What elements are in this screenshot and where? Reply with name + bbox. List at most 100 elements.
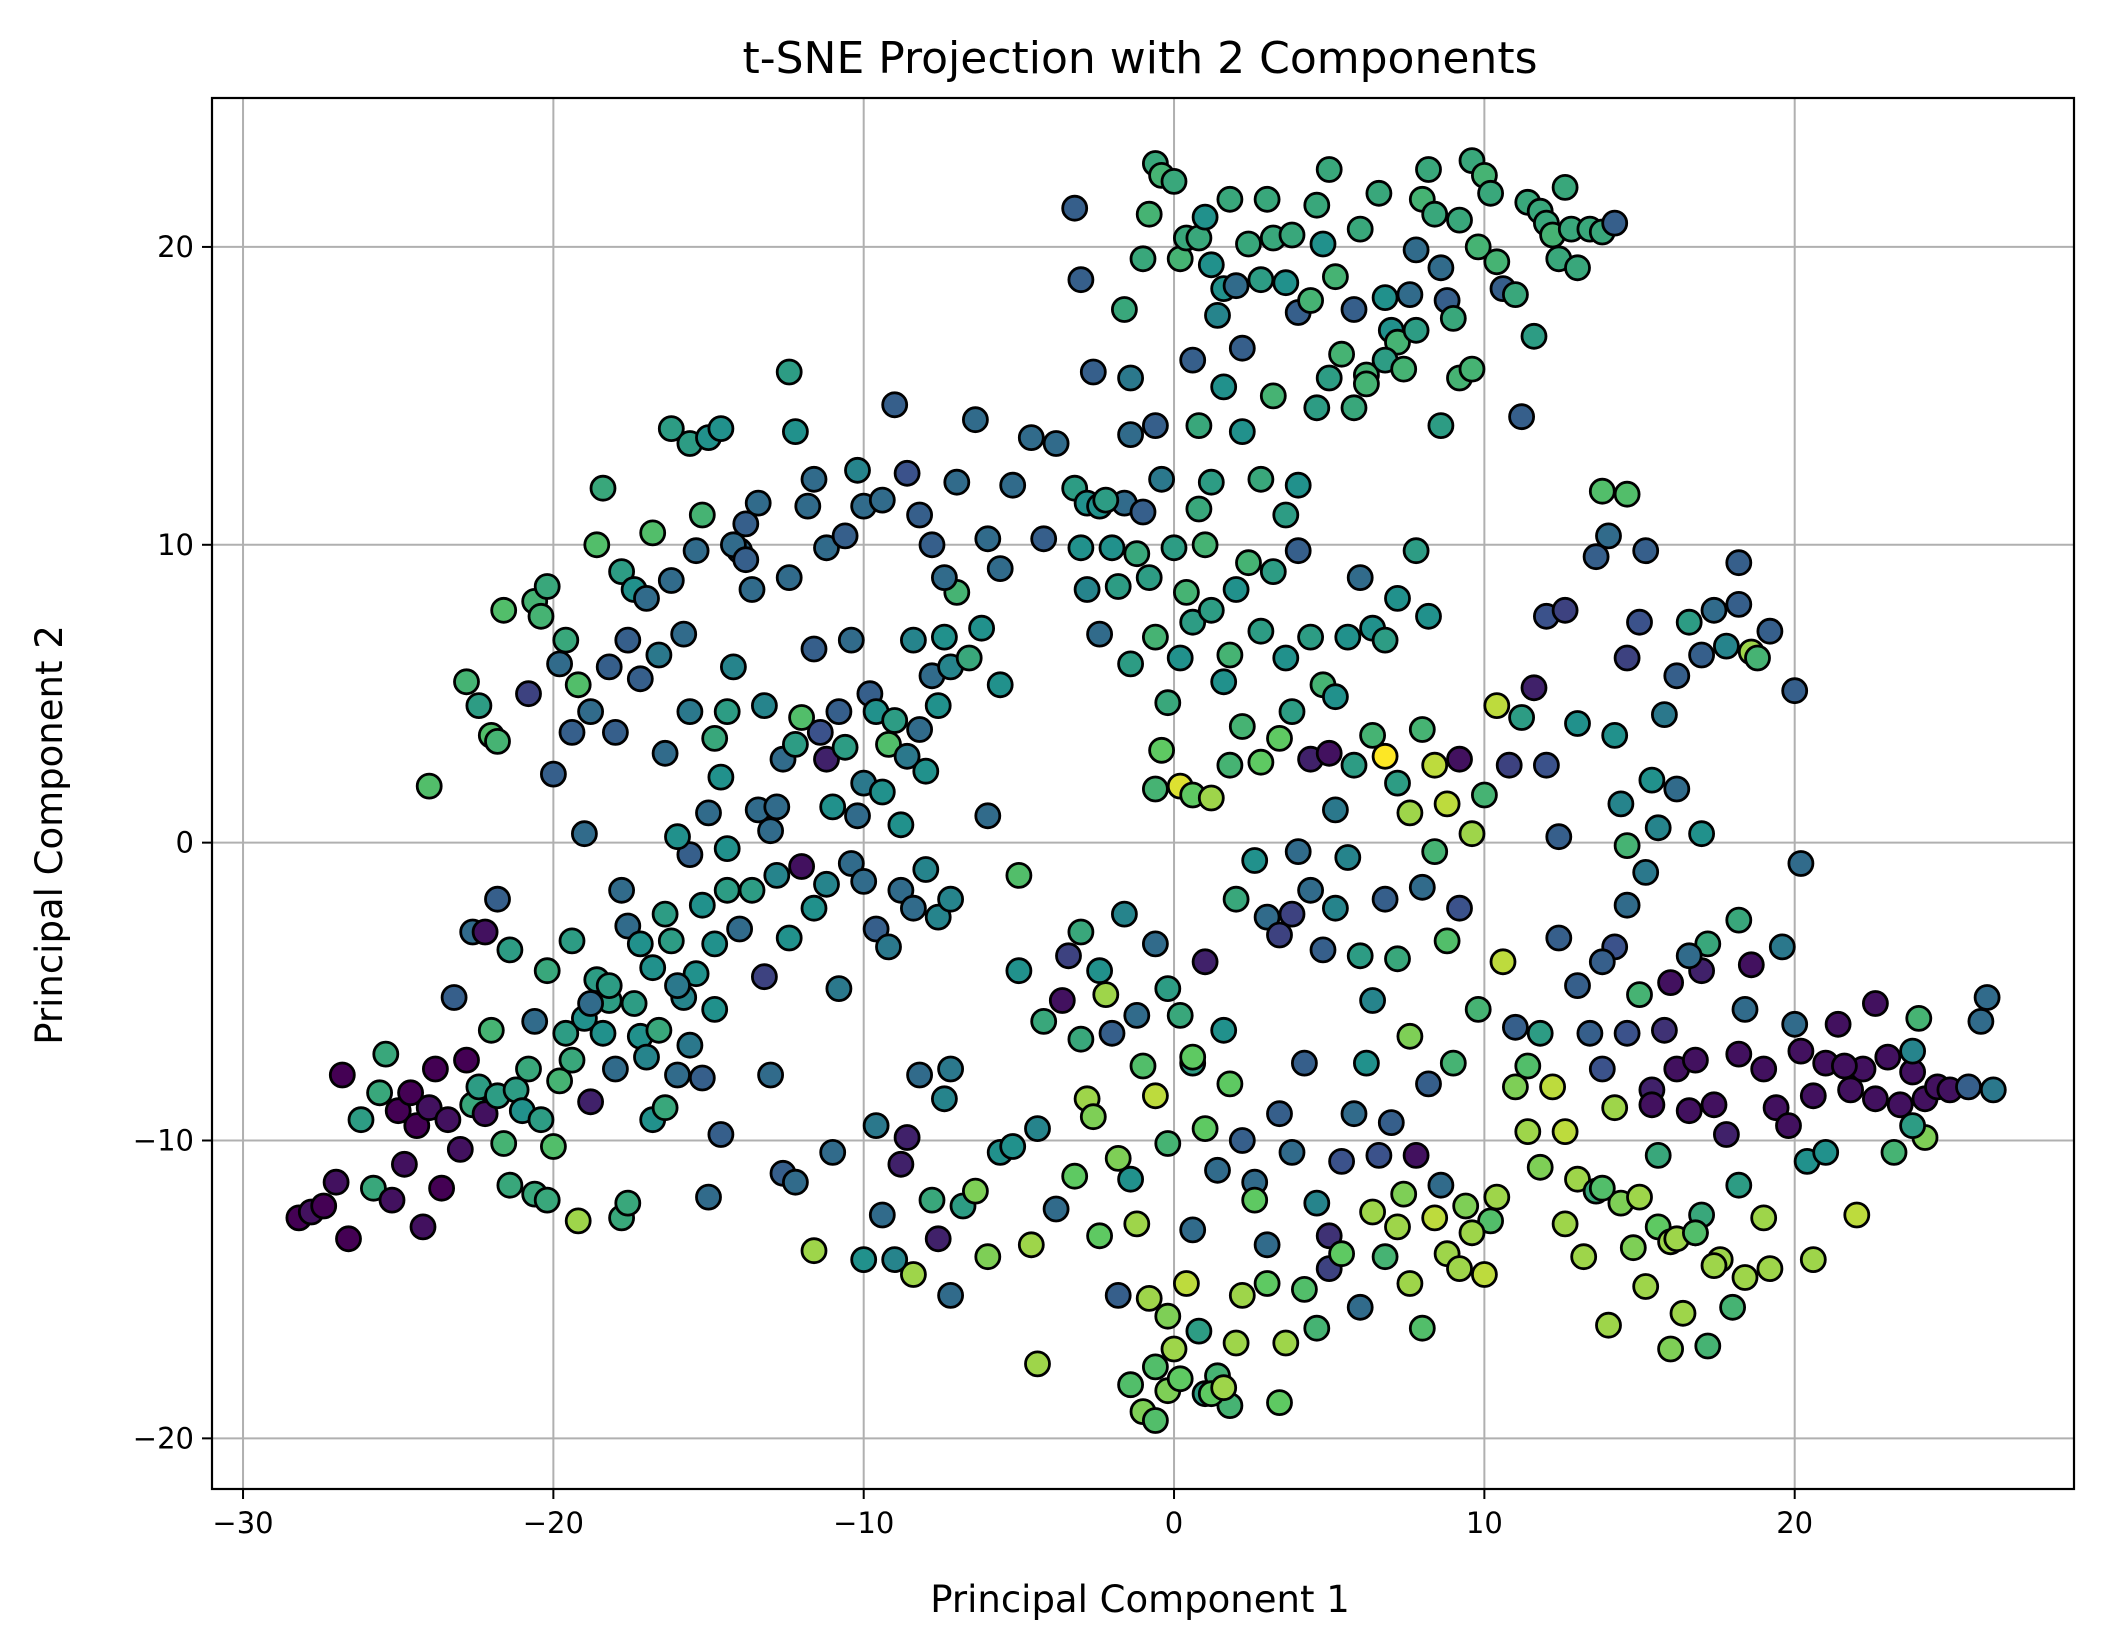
scatter-point xyxy=(1626,608,1653,636)
scatter-point xyxy=(1166,644,1194,672)
scatter-point xyxy=(1402,1142,1430,1169)
scatter-point xyxy=(1700,1091,1728,1119)
scatter-point xyxy=(626,665,654,693)
scatter-point xyxy=(1508,403,1535,431)
scatter-point xyxy=(1247,465,1275,493)
scatter-point xyxy=(1427,412,1455,440)
scatter-point xyxy=(1688,641,1715,669)
scatter-point xyxy=(664,972,691,999)
scatter-point xyxy=(1601,209,1629,237)
scatter-point xyxy=(1142,1082,1169,1110)
scatter-point xyxy=(1526,1019,1554,1047)
scatter-point xyxy=(720,653,747,681)
scatter-point xyxy=(1638,1091,1666,1119)
scatter-point xyxy=(887,811,915,839)
scatter-point xyxy=(1259,382,1287,410)
scatter-point xyxy=(372,1040,400,1068)
scatter-point xyxy=(881,391,909,419)
scatter-point xyxy=(1632,859,1660,886)
scatter-point xyxy=(1477,179,1504,207)
scatter-point xyxy=(1588,477,1616,505)
scatter-point xyxy=(1228,1282,1256,1309)
scatter-point xyxy=(757,1061,784,1089)
scatter-point xyxy=(1713,632,1740,660)
scatter-point xyxy=(1303,1314,1331,1342)
scatter-point xyxy=(620,990,648,1017)
scatter-point xyxy=(713,835,741,862)
scatter-point xyxy=(813,870,840,898)
scatter-point xyxy=(1384,328,1411,356)
scatter-point xyxy=(1315,1222,1343,1250)
scatter-point xyxy=(900,626,927,654)
y-tick-label: 20 xyxy=(157,230,194,264)
scatter-point xyxy=(1719,1293,1746,1321)
scatter-point xyxy=(1210,373,1238,401)
scatter-point xyxy=(1284,537,1312,565)
scatter-point xyxy=(887,876,915,904)
scatter-point xyxy=(527,602,555,630)
scatter-point xyxy=(409,1213,437,1241)
scatter-point xyxy=(1272,1329,1300,1357)
scatter-point xyxy=(1247,266,1275,294)
scatter-point xyxy=(955,644,983,672)
scatter-point xyxy=(1682,1046,1709,1074)
scatter-point xyxy=(1216,641,1244,669)
scatter-point xyxy=(1396,281,1424,309)
scatter-point xyxy=(695,799,722,827)
scatter-point xyxy=(751,963,778,991)
scatter-point xyxy=(1117,364,1144,392)
scatter-point xyxy=(1135,1285,1163,1312)
scatter-point xyxy=(1266,921,1293,949)
scatter-point xyxy=(1278,221,1306,249)
scatter-point xyxy=(1371,742,1399,770)
scatter-point xyxy=(1061,1162,1089,1190)
scatter-point xyxy=(1762,1094,1790,1122)
scatter-point xyxy=(1979,1076,2007,1104)
scatter-point xyxy=(1502,281,1529,309)
scatter-point xyxy=(682,960,710,988)
scatter-point xyxy=(800,635,828,663)
scatter-point xyxy=(1632,537,1660,565)
scatter-point xyxy=(651,900,679,928)
scatter-point xyxy=(943,468,971,496)
scatter-point xyxy=(1669,1299,1697,1327)
scatter-point xyxy=(1421,838,1449,865)
scatter-point xyxy=(614,912,642,940)
data-points xyxy=(285,147,2007,1434)
scatter-point xyxy=(645,641,673,669)
scatter-point xyxy=(974,802,1002,830)
scatter-point xyxy=(782,1168,809,1196)
scatter-point xyxy=(1142,930,1169,958)
scatter-point xyxy=(1123,1210,1151,1238)
scatter-point xyxy=(931,1085,958,1113)
scatter-point xyxy=(1545,924,1573,952)
scatter-point xyxy=(1067,266,1095,294)
scatter-point xyxy=(1880,1139,1908,1166)
scatter-point xyxy=(1427,254,1455,282)
scatter-point xyxy=(1384,585,1411,612)
scatter-point xyxy=(1613,644,1641,672)
scatter-point xyxy=(1092,486,1120,514)
scatter-point xyxy=(1191,203,1219,231)
scatter-point xyxy=(1663,662,1691,690)
scatter-point xyxy=(974,1243,1002,1271)
scatter-point xyxy=(875,731,902,758)
scatter-point xyxy=(775,924,803,952)
scatter-point xyxy=(664,823,691,851)
scatter-point xyxy=(602,1055,629,1083)
scatter-point xyxy=(900,894,927,922)
scatter-point xyxy=(1328,340,1355,368)
scatter-point xyxy=(1104,1145,1132,1172)
scatter-point xyxy=(1359,987,1386,1014)
scatter-point xyxy=(670,620,698,648)
scatter-point xyxy=(540,760,567,788)
scatter-point xyxy=(527,1106,555,1134)
scatter-point xyxy=(1725,1040,1753,1068)
scatter-point xyxy=(1197,596,1225,624)
scatter-point xyxy=(695,1183,722,1211)
scatter-point xyxy=(1371,626,1399,654)
scatter-point xyxy=(825,975,853,1002)
scatter-point xyxy=(471,1100,499,1128)
scatter-point xyxy=(1638,766,1666,794)
